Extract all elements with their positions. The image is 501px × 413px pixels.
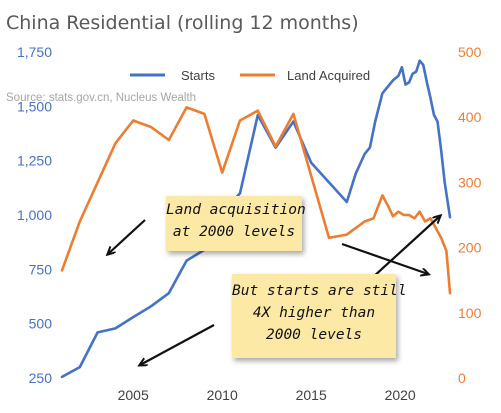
left-axis: 250 500 750 1,000 1,250 1,500 1,750 xyxy=(17,44,52,386)
left-tick-label: 500 xyxy=(29,316,53,332)
arrow-land-current xyxy=(341,242,428,274)
annotation-starts-line-2: 4X higher than xyxy=(252,305,376,321)
x-tick-label: 2010 xyxy=(207,387,238,403)
annotation-land-line-1: Land acquisition xyxy=(166,202,306,218)
right-tick-label: 500 xyxy=(458,44,482,60)
annotation-land-line-2: at 2000 levels xyxy=(172,224,296,240)
right-tick-label: 0 xyxy=(458,370,466,386)
chart-source: Source: stats.gov.cn, Nucleus Wealth xyxy=(6,92,196,104)
left-tick-label: 1,750 xyxy=(17,44,52,60)
x-axis: 2005 2010 2015 2020 xyxy=(118,387,416,403)
arrow-starts-to-2000 xyxy=(140,324,215,365)
annotation-land-note: Land acquisition at 2000 levels xyxy=(166,196,306,251)
arrow-starts-current xyxy=(371,216,440,279)
left-tick-label: 1,250 xyxy=(17,153,52,169)
left-tick-label: 250 xyxy=(29,370,53,386)
annotation-arrows xyxy=(108,216,440,365)
annotation-starts-note: But starts are still 4X higher than 2000… xyxy=(232,274,407,358)
series-land-acquired-line xyxy=(60,106,452,295)
arrow-land-to-2000 xyxy=(108,219,146,254)
legend: Starts Land Acquired xyxy=(130,68,370,83)
legend-starts-label: Starts xyxy=(181,68,215,83)
right-tick-label: 200 xyxy=(458,240,482,256)
left-tick-label: 750 xyxy=(29,261,53,277)
x-tick-label: 2005 xyxy=(118,387,149,403)
left-tick-label: 1,000 xyxy=(17,207,52,223)
annotation-starts-line-1: But starts are still xyxy=(232,283,407,299)
x-tick-label: 2020 xyxy=(385,387,416,403)
legend-land-label: Land Acquired xyxy=(287,68,370,83)
chart-title: China Residential (rolling 12 months) xyxy=(6,12,359,34)
right-tick-label: 100 xyxy=(458,305,482,321)
right-axis: 0 100 200 300 400 500 xyxy=(458,44,482,386)
x-tick-label: 2015 xyxy=(296,387,327,403)
left-tick-label: 1,500 xyxy=(17,98,52,114)
series-layer xyxy=(60,59,452,379)
right-tick-label: 400 xyxy=(458,109,482,125)
series-starts-line xyxy=(60,59,452,379)
right-tick-label: 300 xyxy=(458,174,482,190)
annotation-starts-line-3: 2000 levels xyxy=(265,327,363,343)
